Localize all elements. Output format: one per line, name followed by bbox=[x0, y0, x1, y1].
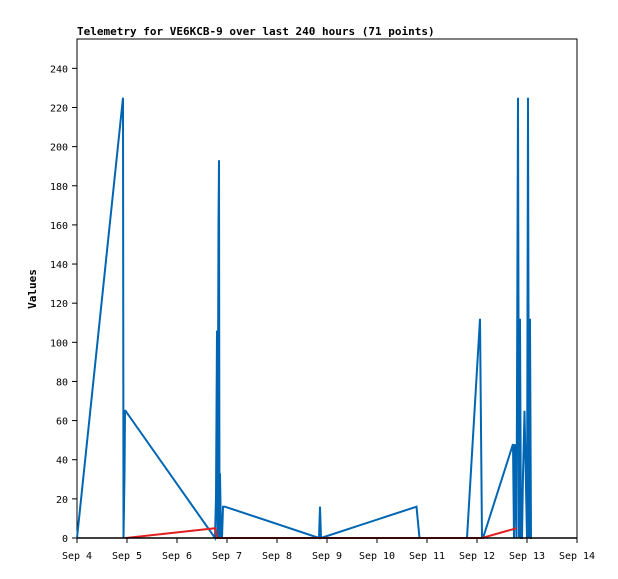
series-line-1 bbox=[76, 97, 532, 542]
x-tick-label: Sep 12 bbox=[459, 551, 495, 562]
y-tick-label: 180 bbox=[50, 182, 68, 193]
series-layer bbox=[76, 97, 577, 542]
x-tick-label: Sep 13 bbox=[509, 551, 545, 562]
x-axis-ticks: Sep 4 Sep 5 Sep 6 Sep 7 Sep 8 Sep 9 Sep 10 Sep … bbox=[62, 538, 595, 562]
y-tick-label: 40 bbox=[56, 456, 68, 467]
y-tick-label: 200 bbox=[50, 143, 68, 154]
x-tick-label: Sep 8 bbox=[262, 551, 292, 562]
y-tick-label: 100 bbox=[50, 338, 68, 349]
y-tick-label: 220 bbox=[50, 103, 68, 114]
y-tick-label: 240 bbox=[50, 64, 68, 75]
y-tick-label: 80 bbox=[56, 377, 68, 388]
x-tick-label: Sep 4 bbox=[62, 551, 92, 562]
x-tick-label: Sep 7 bbox=[212, 551, 242, 562]
x-tick-label: Sep 14 bbox=[559, 551, 595, 562]
y-tick-label: 60 bbox=[56, 417, 68, 428]
y-axis-label: Values bbox=[26, 269, 39, 309]
x-tick-label: Sep 10 bbox=[359, 551, 395, 562]
plot-area-frame bbox=[76, 38, 578, 539]
y-tick-label: 160 bbox=[50, 221, 68, 232]
x-tick-label: Sep 6 bbox=[162, 551, 192, 562]
x-tick-label: Sep 9 bbox=[312, 551, 342, 562]
y-tick-label: 0 bbox=[62, 534, 68, 545]
y-tick-label: 20 bbox=[56, 495, 68, 506]
y-tick-label: 140 bbox=[50, 260, 68, 271]
x-tick-label: Sep 5 bbox=[112, 551, 142, 562]
x-tick-label: Sep 11 bbox=[409, 551, 445, 562]
chart-title: Telemetry for VE6KCB-9 over last 240 hou… bbox=[77, 25, 435, 38]
y-tick-label: 120 bbox=[50, 299, 68, 310]
y-axis-ticks: 0 20 40 60 80 100 120 140 160 180 200 220 240 bbox=[50, 64, 77, 545]
